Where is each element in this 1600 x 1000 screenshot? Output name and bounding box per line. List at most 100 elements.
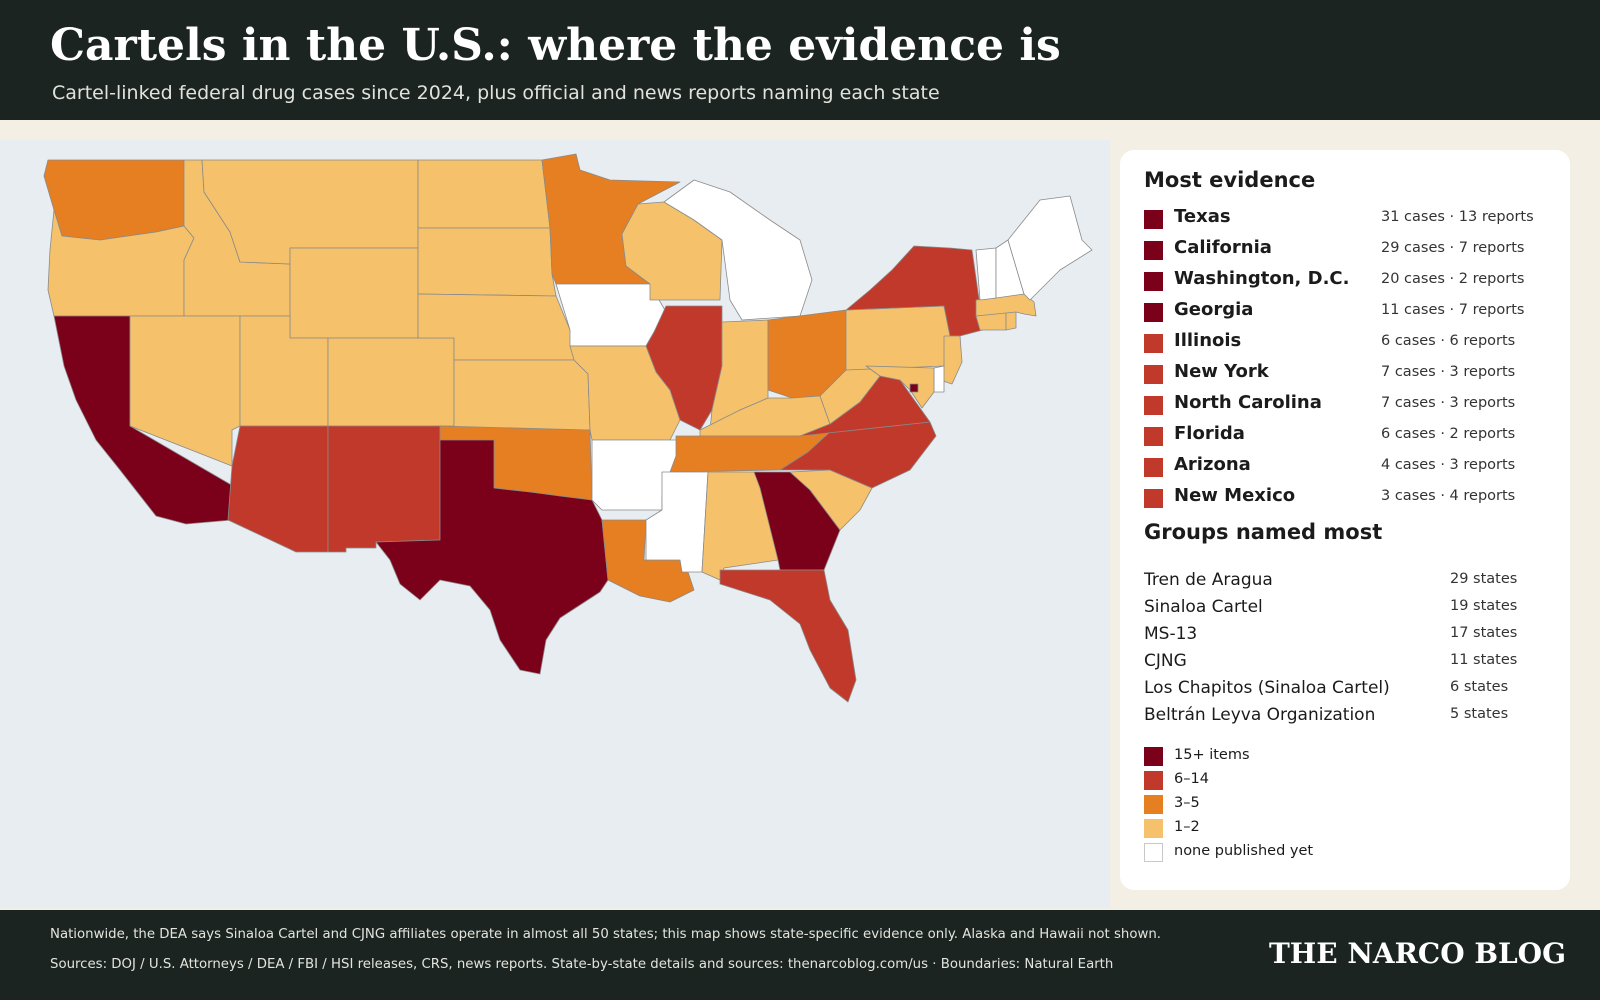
- group-name: CJNG: [1144, 651, 1187, 671]
- state-md[interactable]: [865, 365, 935, 409]
- state-pa[interactable]: [845, 305, 951, 371]
- state-ri[interactable]: [1005, 311, 1017, 331]
- legend-item: 1–2: [1144, 817, 1444, 839]
- state-me[interactable]: [1007, 195, 1093, 301]
- page-title: Cartels in the U.S.: where the evidence …: [50, 20, 1061, 71]
- evidence-state-name: New York: [1174, 361, 1269, 382]
- evidence-row: California 29 cases · 7 reports: [1144, 237, 1554, 261]
- footer-sources: Sources: DOJ / U.S. Attorneys / DEA / FB…: [50, 957, 1114, 972]
- state-mi[interactable]: [663, 179, 813, 321]
- state-ia[interactable]: [555, 283, 667, 347]
- evidence-state-name: Florida: [1174, 423, 1245, 444]
- evidence-counts: 6 cases · 2 reports: [1381, 426, 1516, 442]
- group-row: Sinaloa Cartel 19 states: [1144, 597, 1554, 621]
- evidence-row: New Mexico 3 cases · 4 reports: [1144, 485, 1554, 509]
- state-de[interactable]: [933, 365, 945, 393]
- legend-swatch: [1144, 771, 1163, 790]
- legend-swatch: [1144, 747, 1163, 766]
- groups-heading: Groups named most: [1144, 520, 1383, 544]
- evidence-row: Georgia 11 cases · 7 reports: [1144, 299, 1554, 323]
- most-evidence-heading: Most evidence: [1144, 168, 1316, 192]
- legend-item: 6–14: [1144, 769, 1444, 791]
- state-sd[interactable]: [417, 227, 557, 297]
- group-state-count: 6 states: [1450, 679, 1509, 695]
- group-state-count: 19 states: [1450, 598, 1518, 614]
- evidence-state-name: Illinois: [1174, 330, 1242, 351]
- evidence-row: Texas 31 cases · 13 reports: [1144, 206, 1554, 230]
- state-wy[interactable]: [289, 247, 419, 339]
- evidence-counts: 6 cases · 6 reports: [1381, 333, 1516, 349]
- legend-item: 3–5: [1144, 793, 1444, 815]
- group-row: MS-13 17 states: [1144, 624, 1554, 648]
- evidence-state-name: Georgia: [1174, 299, 1254, 320]
- group-row: Beltrán Leyva Organization 5 states: [1144, 705, 1554, 729]
- legend-swatch: [1144, 843, 1163, 862]
- evidence-counts: 4 cases · 3 reports: [1381, 457, 1516, 473]
- state-fl[interactable]: [719, 569, 857, 703]
- evidence-row: Arizona 4 cases · 3 reports: [1144, 454, 1554, 478]
- legend-label: 1–2: [1174, 819, 1200, 835]
- evidence-counts: 20 cases · 2 reports: [1381, 271, 1525, 287]
- evidence-swatch: [1144, 427, 1163, 446]
- evidence-swatch: [1144, 272, 1163, 291]
- group-name: Sinaloa Cartel: [1144, 597, 1263, 617]
- state-nc[interactable]: [779, 421, 937, 489]
- evidence-counts: 11 cases · 7 reports: [1381, 302, 1525, 318]
- state-wa[interactable]: [43, 159, 185, 241]
- evidence-row: New York 7 cases · 3 reports: [1144, 361, 1554, 385]
- group-name: MS-13: [1144, 624, 1198, 644]
- state-nd[interactable]: [417, 159, 551, 229]
- group-state-count: 5 states: [1450, 706, 1509, 722]
- evidence-row: Illinois 6 cases · 6 reports: [1144, 330, 1554, 354]
- legend-label: 6–14: [1174, 771, 1209, 787]
- legend-item: none published yet: [1144, 841, 1444, 863]
- state-tx[interactable]: [375, 439, 609, 675]
- us-state-map[interactable]: [0, 140, 1110, 908]
- state-wi[interactable]: [621, 201, 723, 301]
- state-nm[interactable]: [327, 425, 441, 553]
- evidence-swatch: [1144, 303, 1163, 322]
- state-dc[interactable]: [909, 383, 919, 393]
- page-subtitle: Cartel-linked federal drug cases since 2…: [52, 82, 940, 104]
- group-name: Tren de Aragua: [1144, 570, 1273, 590]
- evidence-swatch: [1144, 210, 1163, 229]
- group-row: CJNG 11 states: [1144, 651, 1554, 675]
- evidence-row: Washington, D.C. 20 cases · 2 reports: [1144, 268, 1554, 292]
- map-area: [0, 140, 1110, 908]
- legend-swatch: [1144, 795, 1163, 814]
- evidence-swatch: [1144, 489, 1163, 508]
- state-vt[interactable]: [975, 247, 997, 301]
- footer-note: Nationwide, the DEA says Sinaloa Cartel …: [50, 927, 1162, 942]
- state-ny[interactable]: [845, 245, 991, 337]
- evidence-row: North Carolina 7 cases · 3 reports: [1144, 392, 1554, 416]
- footer: Nationwide, the DEA says Sinaloa Cartel …: [0, 910, 1600, 1000]
- group-name: Los Chapitos (Sinaloa Cartel): [1144, 678, 1390, 698]
- state-ks[interactable]: [453, 359, 591, 431]
- evidence-swatch: [1144, 396, 1163, 415]
- evidence-state-name: California: [1174, 237, 1272, 258]
- evidence-swatch: [1144, 365, 1163, 384]
- group-state-count: 17 states: [1450, 625, 1518, 641]
- state-la[interactable]: [601, 519, 695, 603]
- info-panel: Most evidence Texas 31 cases · 13 reports…: [1120, 150, 1570, 890]
- header: Cartels in the U.S.: where the evidence …: [0, 0, 1600, 120]
- evidence-state-name: New Mexico: [1174, 485, 1296, 506]
- evidence-state-name: Washington, D.C.: [1174, 268, 1350, 289]
- evidence-counts: 7 cases · 3 reports: [1381, 364, 1516, 380]
- group-state-count: 29 states: [1450, 571, 1518, 587]
- evidence-state-name: Texas: [1174, 206, 1231, 227]
- evidence-counts: 3 cases · 4 reports: [1381, 488, 1516, 504]
- evidence-counts: 31 cases · 13 reports: [1381, 209, 1534, 225]
- group-name: Beltrán Leyva Organization: [1144, 705, 1376, 725]
- evidence-state-name: North Carolina: [1174, 392, 1322, 413]
- evidence-swatch: [1144, 241, 1163, 260]
- state-az[interactable]: [227, 425, 329, 553]
- legend-label: none published yet: [1174, 843, 1314, 859]
- evidence-state-name: Arizona: [1174, 454, 1251, 475]
- group-row: Tren de Aragua 29 states: [1144, 570, 1554, 594]
- group-row: Los Chapitos (Sinaloa Cartel) 6 states: [1144, 678, 1554, 702]
- evidence-row: Florida 6 cases · 2 reports: [1144, 423, 1554, 447]
- group-state-count: 11 states: [1450, 652, 1518, 668]
- state-co[interactable]: [327, 337, 455, 427]
- brand-logo: THE NARCO BLOG: [1268, 937, 1566, 970]
